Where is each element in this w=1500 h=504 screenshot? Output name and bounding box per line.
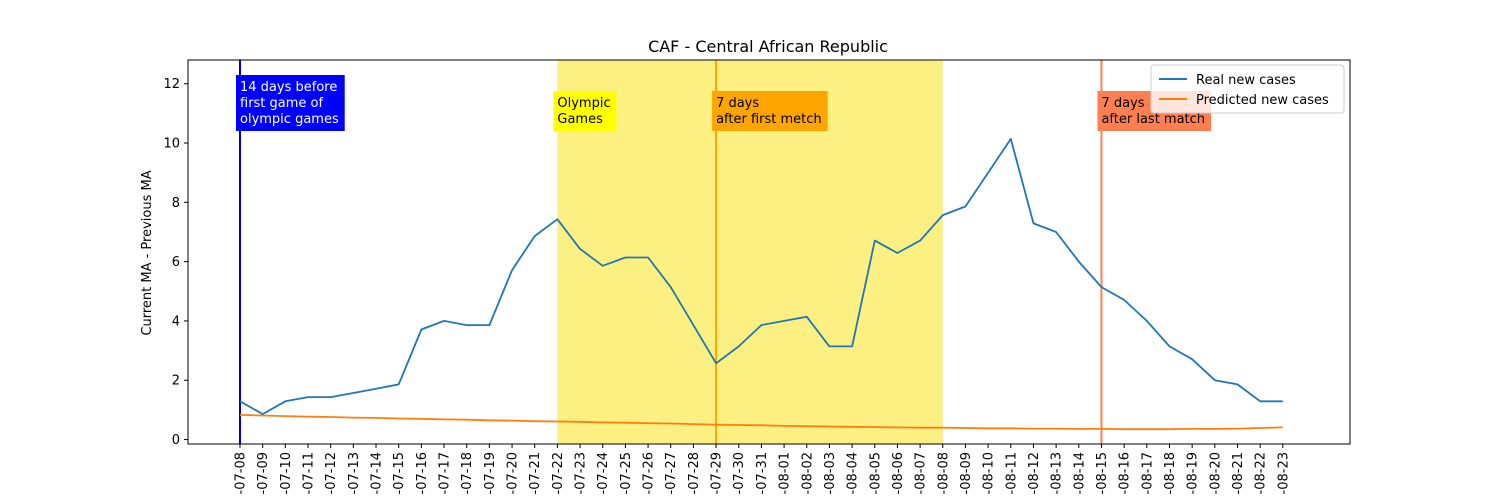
x-tick-label: -07-16 [415, 452, 430, 494]
annotation-text: after last match [1101, 112, 1205, 127]
x-tick-label: -08-13 [1050, 452, 1065, 494]
annotation-text: 14 days before [240, 80, 337, 95]
x-tick-label: -08-20 [1208, 452, 1223, 494]
y-tick-label: 0 [172, 433, 180, 448]
x-tick-label: -08-08 [936, 452, 951, 494]
x-tick-label: -07-25 [619, 452, 634, 494]
x-tick-label: -07-20 [506, 452, 521, 494]
chart-title: CAF - Central African Republic [648, 37, 888, 56]
x-tick-label: -08-09 [959, 452, 974, 494]
series-layer [239, 137, 1283, 431]
annotation-text: after first metch [716, 112, 822, 127]
legend-label-2: Predicted new cases [1196, 93, 1329, 108]
annotation-text: Olympic [557, 96, 610, 111]
x-tick-label: -07-09 [256, 452, 271, 494]
x-tick-label: -07-29 [710, 452, 725, 494]
x-tick-label: -08-11 [1004, 452, 1019, 494]
annotation-box [712, 91, 828, 131]
legend-frame [1150, 64, 1345, 114]
x-tick-label: -07-13 [347, 452, 362, 494]
series-line-2 [239, 414, 1283, 431]
annotation-box [553, 91, 617, 131]
x-tick-label: -08-03 [823, 452, 838, 494]
y-tick-label: 10 [163, 137, 180, 152]
x-tick-label: -08-02 [800, 452, 815, 494]
x-tick-label: -07-12 [324, 452, 339, 494]
y-tick-label: 12 [163, 77, 180, 92]
x-tick-label: -08-04 [846, 452, 861, 494]
x-tick-label: -07-14 [370, 452, 385, 494]
y-tick-label: 2 [172, 374, 180, 389]
annotation-text: olympic games [240, 112, 339, 127]
y-tick-label: 4 [172, 314, 180, 329]
x-tick-label: -07-19 [483, 452, 498, 494]
plot-area-frame [187, 59, 1351, 445]
series-line-1 [239, 137, 1283, 416]
x-tick-label: -08-01 [778, 452, 793, 494]
annotation-text: Games [557, 112, 603, 127]
x-tick-label: -08-12 [1027, 452, 1042, 494]
x-tick-label: -07-18 [460, 452, 475, 494]
x-tick-label: -08-05 [868, 452, 883, 494]
y-axis-label: Current MA - Previous MA [140, 170, 155, 335]
x-tick-label: -07-26 [642, 452, 657, 494]
x-tick-label: -08-14 [1072, 452, 1087, 494]
x-tick-label: -07-22 [551, 452, 566, 494]
annotation-text: first game of [240, 96, 324, 111]
annotation-text: 7 days [716, 96, 759, 111]
x-tick-label: -08-21 [1231, 452, 1246, 494]
x-tick-label: -08-06 [891, 452, 906, 494]
x-tick-label: -07-23 [574, 452, 589, 494]
x-tick-label: -07-15 [392, 452, 407, 494]
legend-label-1: Real new cases [1196, 73, 1296, 88]
x-tick-label: -08-15 [1095, 452, 1110, 494]
x-tick-label: -07-11 [302, 452, 317, 494]
x-tick-label: -08-23 [1276, 452, 1291, 494]
x-tick-label: -07-28 [687, 452, 702, 494]
y-axis: 0 2 4 6 8 10 12 [163, 77, 188, 448]
x-tick-label: -08-17 [1140, 452, 1155, 494]
x-tick-label: -08-10 [982, 452, 997, 494]
x-tick-label: -07-27 [664, 452, 679, 494]
legend: Real new cases Predicted new cases [1150, 64, 1345, 114]
x-tick-label: -07-30 [732, 452, 747, 494]
y-tick-label: 8 [172, 196, 180, 211]
annotation-box [236, 75, 345, 131]
x-tick-label: -08-18 [1163, 452, 1178, 494]
x-tick-label: -08-16 [1118, 452, 1133, 494]
x-axis: -07-08 -07-09 -07-10 -07-11 -07-12 -07-13 -07-… [234, 444, 1291, 494]
x-tick-label: -08-19 [1186, 452, 1201, 494]
x-tick-label: -08-22 [1254, 452, 1269, 494]
x-tick-label: -07-24 [596, 452, 611, 494]
x-tick-label: -08-07 [914, 452, 929, 494]
annotation-text: 7 days [1101, 96, 1144, 111]
x-tick-label: -07-21 [528, 452, 543, 494]
x-tick-label: -07-31 [755, 452, 770, 494]
y-tick-label: 6 [172, 255, 180, 270]
x-tick-label: -07-08 [234, 452, 249, 494]
x-tick-label: -07-10 [279, 452, 294, 494]
x-tick-label: -07-17 [438, 452, 453, 494]
